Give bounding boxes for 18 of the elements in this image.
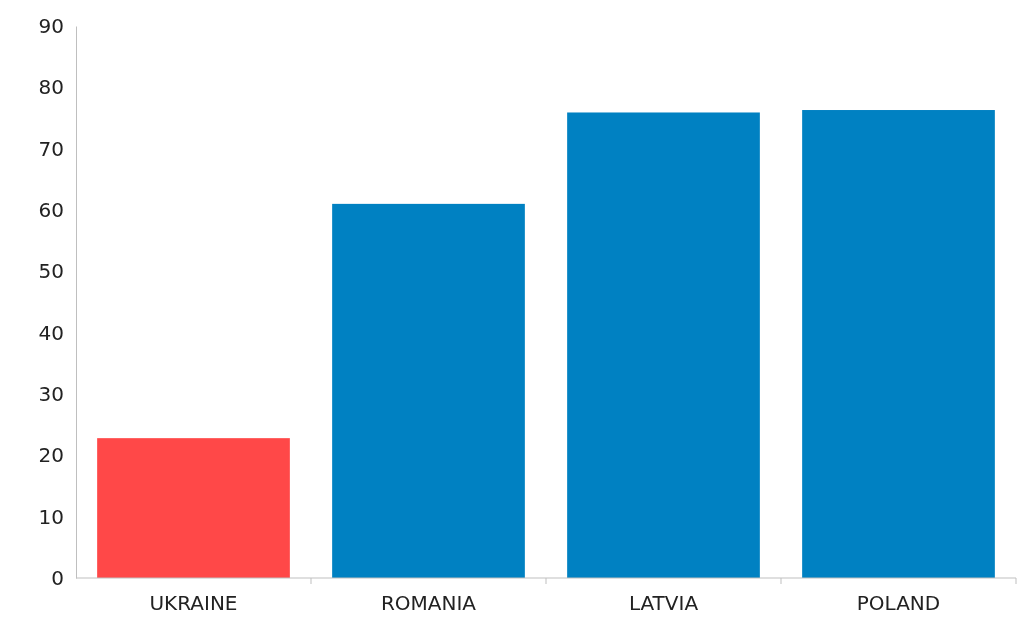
bar xyxy=(332,203,525,578)
y-tick-label: 60 xyxy=(38,197,64,222)
bar xyxy=(802,110,995,578)
y-tick-label: 70 xyxy=(38,136,64,161)
y-tick-label: 10 xyxy=(38,504,64,529)
y-tick-label: 80 xyxy=(38,75,64,100)
y-tick-label: 30 xyxy=(38,381,64,406)
y-tick-label: 50 xyxy=(38,259,64,284)
x-tick-label: UKRAINE xyxy=(149,591,238,615)
bar xyxy=(97,438,290,578)
bar xyxy=(567,112,760,578)
y-tick-label: 40 xyxy=(38,320,64,345)
x-tick-label: LATVIA xyxy=(628,591,699,615)
x-tick-label: ROMANIA xyxy=(380,591,477,615)
y-tick-label: 0 xyxy=(51,565,64,590)
y-tick-label: 20 xyxy=(38,443,64,468)
y-tick-label: 90 xyxy=(38,13,64,38)
x-tick-label: POLAND xyxy=(856,591,941,615)
